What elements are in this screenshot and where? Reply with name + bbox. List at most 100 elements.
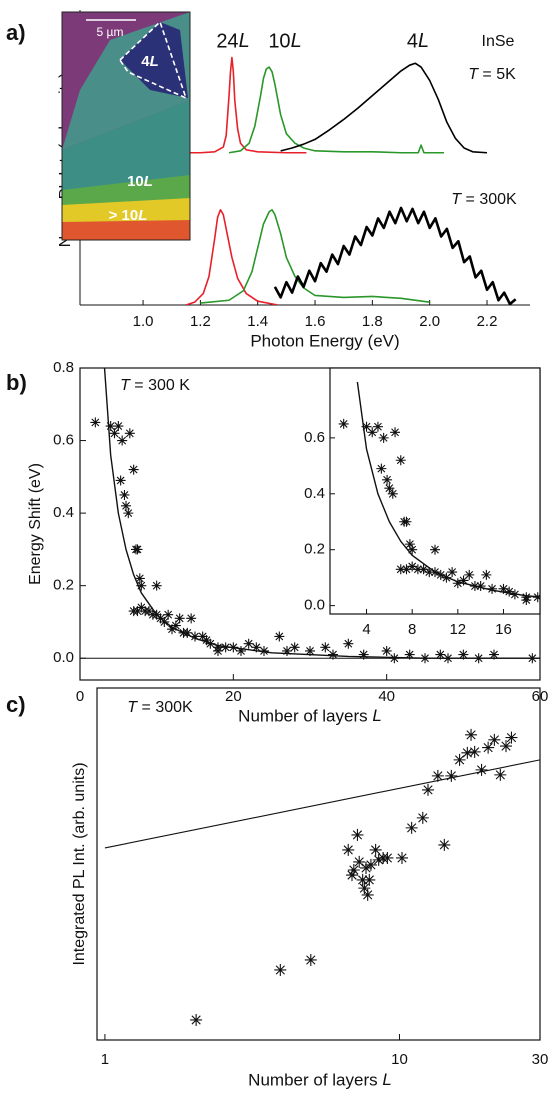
data-point	[351, 828, 364, 841]
data-point	[360, 861, 373, 874]
data-point	[353, 855, 366, 868]
data-point	[458, 649, 469, 660]
plot-area	[185, 56, 517, 305]
data-point	[443, 653, 453, 664]
data-point	[387, 488, 398, 499]
inset-background	[329, 367, 541, 615]
data-point	[469, 581, 480, 592]
data-point	[527, 653, 538, 664]
data-point	[136, 580, 147, 591]
data-point	[282, 645, 292, 656]
data-point	[342, 843, 355, 856]
x-tick-label: 1.8	[362, 313, 383, 330]
data-point	[389, 653, 400, 664]
data-point	[487, 583, 498, 594]
data-point	[243, 638, 254, 649]
data-point	[251, 642, 262, 653]
data-point	[361, 888, 374, 901]
y-tick-label: 0.6	[53, 432, 74, 449]
data-point	[304, 953, 317, 966]
data-point	[468, 745, 481, 758]
data-point	[338, 418, 349, 429]
data-point	[121, 500, 131, 511]
fit-line	[104, 759, 540, 849]
image-region	[119, 20, 188, 100]
data-point	[509, 589, 520, 600]
data-point	[305, 645, 315, 656]
data-point	[424, 567, 435, 578]
data-point	[422, 783, 435, 796]
data-point	[407, 544, 418, 555]
x-axis-title: Number of layers L	[238, 706, 382, 725]
y-axis-title: Energy Shift (eV)	[27, 463, 44, 585]
data-point	[453, 753, 466, 766]
data-point	[186, 613, 197, 624]
data-point	[174, 613, 185, 624]
x-tick-label: 16	[495, 621, 512, 638]
spectrum-300k	[273, 206, 517, 305]
x-tick-label: 30	[532, 1051, 549, 1068]
data-point	[430, 567, 440, 578]
annotation: T = 300K	[127, 699, 193, 716]
data-point	[488, 733, 501, 746]
data-point	[430, 544, 440, 555]
y-tick-label: 0.0	[53, 649, 74, 666]
data-point	[128, 464, 139, 475]
data-point	[163, 609, 174, 620]
y-tick-label: 0.2	[304, 541, 325, 558]
data-point	[358, 649, 369, 660]
data-point	[441, 572, 452, 583]
data-point	[356, 873, 369, 886]
data-point	[190, 631, 200, 642]
data-point	[475, 581, 486, 592]
data-point	[504, 586, 515, 597]
plot-area	[90, 368, 540, 664]
data-point	[544, 592, 554, 602]
data-point	[372, 853, 385, 866]
x-axis-title: Photon Energy (eV)	[250, 331, 399, 350]
data-point	[151, 609, 162, 620]
data-point	[274, 963, 287, 976]
data-point	[458, 575, 469, 586]
data-point	[489, 649, 499, 660]
data-point	[420, 653, 430, 664]
panel-label: c)	[6, 692, 26, 717]
data-point	[498, 583, 509, 594]
plot-frame	[96, 687, 541, 1041]
data-point	[412, 564, 423, 575]
data-point	[190, 1013, 203, 1026]
data-point	[132, 606, 143, 617]
x-tick-label: 1.6	[305, 313, 326, 330]
data-point	[475, 763, 488, 776]
data-point	[345, 869, 358, 882]
data-point	[201, 635, 212, 646]
annotation: T = 5K	[468, 66, 516, 83]
data-point	[407, 561, 418, 572]
x-tick-label: 12	[449, 621, 466, 638]
data-point	[328, 649, 338, 660]
spectrum-5k	[228, 66, 445, 154]
data-point	[369, 843, 382, 856]
data-point	[500, 740, 513, 753]
data-point	[159, 616, 170, 627]
x-tick-label: 1	[101, 1051, 109, 1068]
data-point	[395, 851, 408, 864]
data-point	[117, 435, 128, 446]
data-point	[378, 432, 389, 443]
plot-area	[104, 728, 540, 1026]
data-point	[236, 645, 246, 656]
data-point	[521, 595, 532, 606]
data-point	[115, 475, 126, 486]
data-point	[182, 627, 193, 638]
y-tick-label: 0.0	[304, 597, 325, 614]
data-point	[418, 564, 429, 575]
panel-label: a)	[6, 20, 26, 45]
data-point	[132, 544, 143, 555]
data-point	[494, 768, 507, 781]
data-point	[167, 624, 177, 635]
data-point	[136, 602, 147, 613]
scale-bar-label: 5 µm	[97, 25, 124, 39]
y-tick-label: 0.2	[53, 577, 74, 594]
data-point	[395, 564, 406, 575]
